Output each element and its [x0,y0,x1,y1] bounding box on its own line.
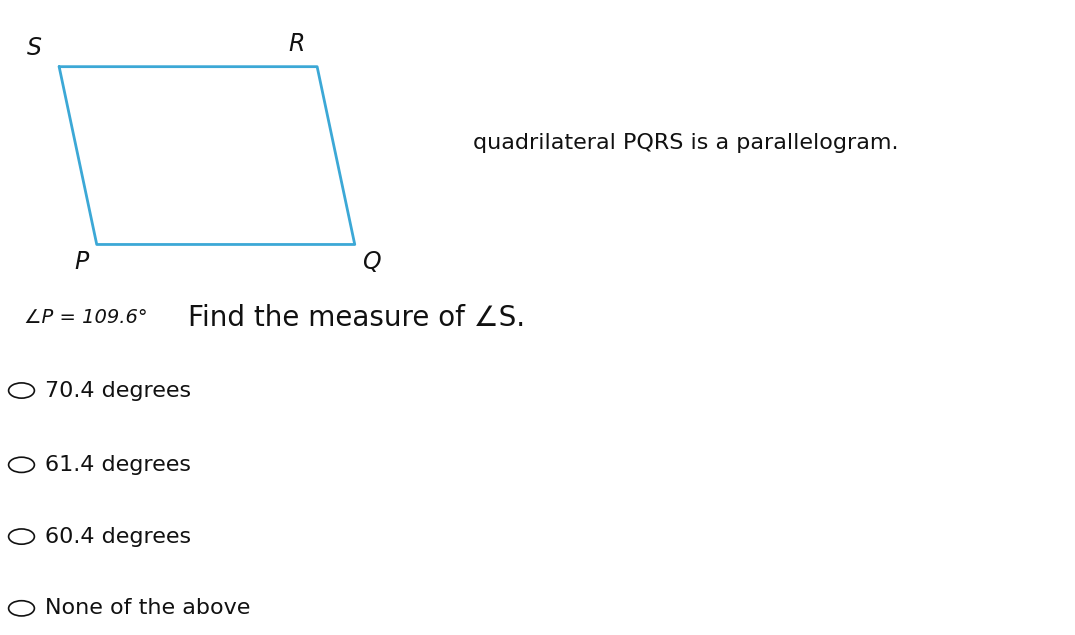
Text: 60.4 degrees: 60.4 degrees [45,526,191,547]
Text: P: P [74,250,89,274]
Text: quadrilateral PQRS is a parallelogram.: quadrilateral PQRS is a parallelogram. [473,133,899,153]
Text: 61.4 degrees: 61.4 degrees [45,455,191,475]
Text: R: R [288,32,305,57]
Text: 70.4 degrees: 70.4 degrees [45,380,191,401]
Text: S: S [27,36,42,60]
Text: Find the measure of ∠S.: Find the measure of ∠S. [188,304,526,331]
Text: ∠P = 109.6°: ∠P = 109.6° [24,308,147,327]
Text: None of the above: None of the above [45,598,250,618]
Text: Q: Q [361,250,381,274]
